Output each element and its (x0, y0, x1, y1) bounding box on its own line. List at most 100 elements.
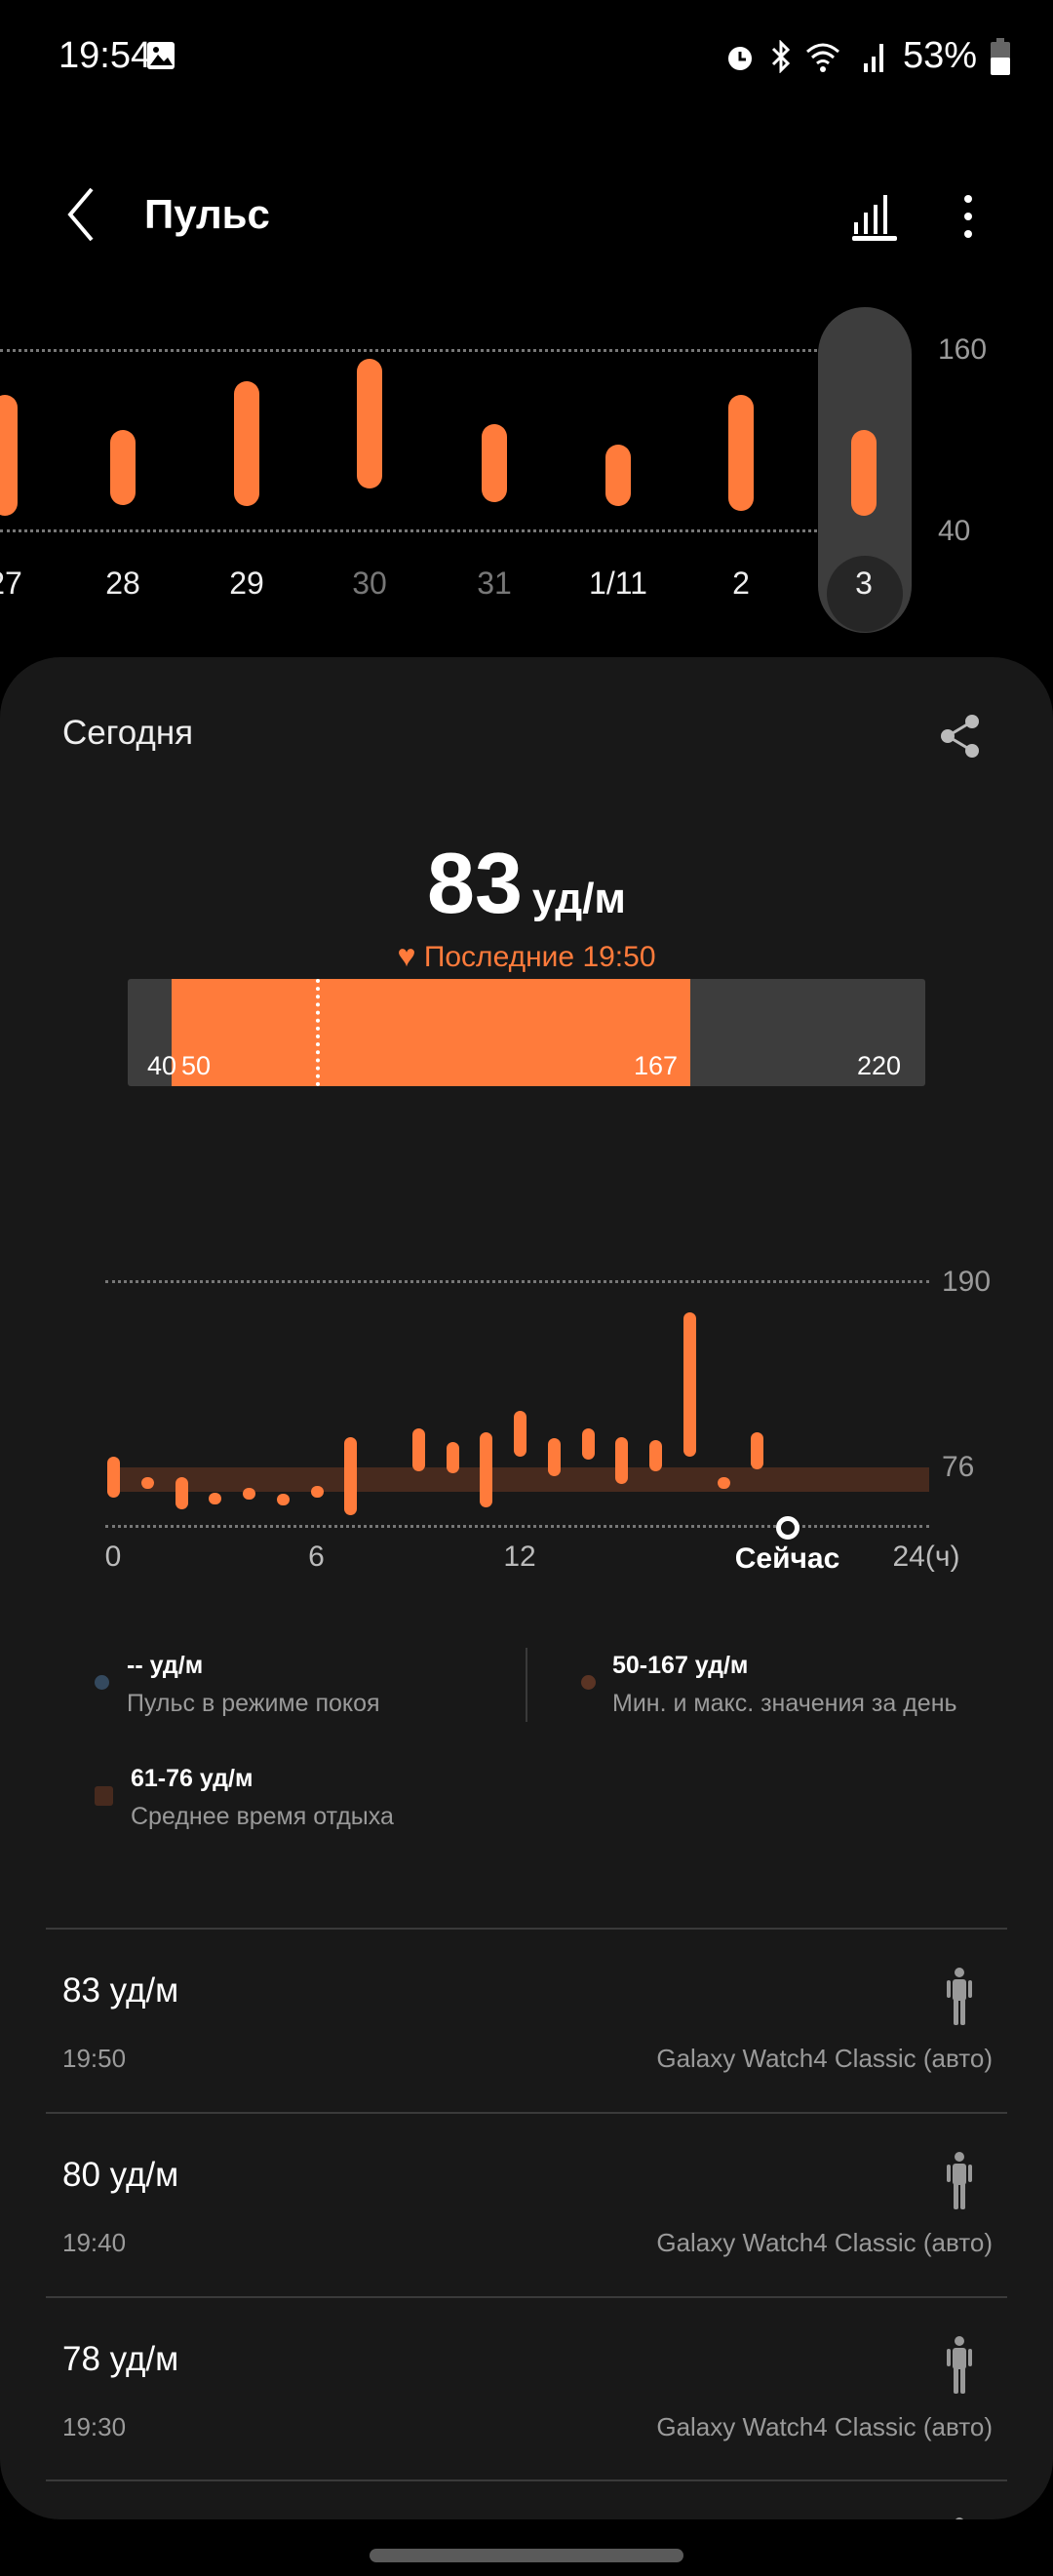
status-icons: 53% (723, 35, 1010, 77)
record-row[interactable] (46, 2113, 1007, 2296)
day-bar-13[interactable] (547, 1438, 561, 1477)
record-time: 19:50 (62, 2044, 127, 2073)
minmax-value: 50-167 уд/м (612, 1652, 749, 1679)
range-min-label: 40 (147, 1051, 177, 1080)
day-bar-10[interactable] (446, 1441, 459, 1473)
day-grid-top (105, 1280, 929, 1283)
day-bar-12[interactable] (514, 1410, 526, 1457)
gallery-icon (147, 42, 175, 69)
day-bar-11[interactable] (480, 1431, 493, 1507)
day-bar-1[interactable] (140, 1477, 154, 1490)
record-device: Galaxy Watch4 Classic (авто) (656, 2044, 993, 2073)
day-x-tick: 6 (308, 1541, 325, 1573)
range-max-label: 220 (857, 1051, 902, 1080)
rest-band (107, 1467, 929, 1492)
day-bar-16[interactable] (649, 1440, 662, 1472)
day-y-tick-max: 190 (942, 1266, 992, 1298)
heart-icon: ♥ (397, 938, 416, 973)
record-row[interactable] (46, 2297, 1007, 2480)
day-bar-4[interactable] (243, 1487, 255, 1500)
share-icon[interactable] (936, 712, 985, 761)
today-card (0, 657, 1053, 2519)
more-vertical-icon[interactable] (951, 191, 986, 242)
person-icon (947, 2336, 972, 2394)
week-bar-2[interactable] (728, 395, 754, 511)
battery-percent: 53% (902, 35, 977, 76)
day-bar-14[interactable] (581, 1428, 595, 1461)
day-bar-15[interactable] (615, 1436, 629, 1485)
day-bar-18[interactable] (717, 1477, 730, 1490)
now-label: Сейчас (734, 1542, 840, 1575)
heart-rate-unit: уд/м (531, 875, 626, 922)
day-bar-6[interactable] (310, 1485, 324, 1498)
week-bar-27[interactable] (0, 395, 18, 516)
alarm-icon (727, 46, 752, 70)
week-bar-28[interactable] (110, 429, 136, 505)
record-time: 19:40 (62, 2228, 127, 2257)
day-bar-0[interactable] (107, 1456, 120, 1498)
range-low-label: 50 (181, 1051, 212, 1080)
resting-label: Пульс в режиме покоя (127, 1690, 380, 1717)
week-bar-1/11[interactable] (605, 445, 631, 507)
week-grid-top (0, 349, 817, 352)
day-x-tick: 12 (503, 1541, 536, 1573)
week-label-1/11[interactable]: 1/11 (589, 566, 647, 601)
page-title: Пульс (144, 191, 270, 237)
day-bar-7[interactable] (344, 1436, 358, 1516)
record-time: 19:30 (62, 2412, 127, 2441)
record-device: Galaxy Watch4 Classic (авто) (656, 2228, 993, 2257)
record-device: Galaxy Watch4 Classic (авто) (656, 2412, 993, 2441)
rest-band-swatch (95, 1786, 113, 1806)
range-bar-fill (172, 979, 691, 1086)
last-measurement: ♥ Последние 19:50 (0, 938, 1053, 974)
record-value: 78 уд/м (62, 2340, 179, 2378)
today-label: Сегодня (62, 714, 194, 752)
bar-chart-icon[interactable] (850, 191, 901, 242)
record-row[interactable] (46, 1929, 1007, 2112)
week-label-28[interactable]: 28 (105, 566, 140, 601)
resting-dot (95, 1675, 109, 1690)
week-bar-29[interactable] (234, 381, 259, 507)
back-button[interactable] (60, 183, 119, 246)
day-x-tick: 0 (104, 1541, 122, 1573)
day-bar-9[interactable] (411, 1428, 425, 1472)
day-bar-19[interactable] (751, 1431, 764, 1470)
week-y-tick-min: 40 (938, 515, 971, 547)
resting-value: -- уд/м (127, 1652, 204, 1679)
week-label-30[interactable]: 30 (352, 566, 387, 601)
legend-divider (526, 1648, 527, 1722)
current-heart-rate: 83 уд/м (0, 834, 1053, 933)
week-bar-3[interactable] (851, 429, 877, 516)
status-time: 19:54 (58, 35, 152, 76)
minmax-label: Мин. и макс. значения за день (612, 1690, 957, 1717)
week-y-tick-max: 160 (938, 333, 988, 366)
list-divider (46, 2112, 1007, 2114)
week-grid-bottom (0, 529, 817, 532)
week-label-3[interactable]: 3 (855, 566, 873, 601)
bluetooth-icon (771, 39, 791, 73)
person-icon (947, 2152, 972, 2209)
range-bar (128, 979, 925, 1086)
signal-icon (863, 43, 883, 72)
list-divider (46, 1928, 1007, 1930)
day-bar-17[interactable] (682, 1312, 696, 1458)
day-bar-5[interactable] (276, 1494, 290, 1506)
person-icon (947, 1968, 972, 2025)
week-bar-31[interactable] (482, 423, 507, 502)
current-value-marker (316, 979, 321, 1086)
wifi-icon (805, 43, 839, 72)
week-label-29[interactable]: 29 (229, 566, 264, 601)
home-indicator[interactable] (370, 2549, 683, 2562)
last-measurement-label: Последние 19:50 (423, 941, 656, 973)
rest-range-value: 61-76 уд/м (131, 1765, 254, 1792)
list-divider (46, 2296, 1007, 2298)
day-baseline (105, 1525, 929, 1528)
week-label-31[interactable]: 31 (477, 566, 512, 601)
day-bar-3[interactable] (209, 1492, 222, 1504)
week-label-2[interactable]: 2 (732, 566, 750, 601)
day-bar-2[interactable] (175, 1477, 188, 1509)
week-bar-30[interactable] (357, 359, 382, 488)
day-x-tick: 24(ч) (892, 1541, 960, 1573)
week-label-27[interactable]: 27 (0, 566, 22, 601)
nav-area (0, 2519, 1053, 2574)
